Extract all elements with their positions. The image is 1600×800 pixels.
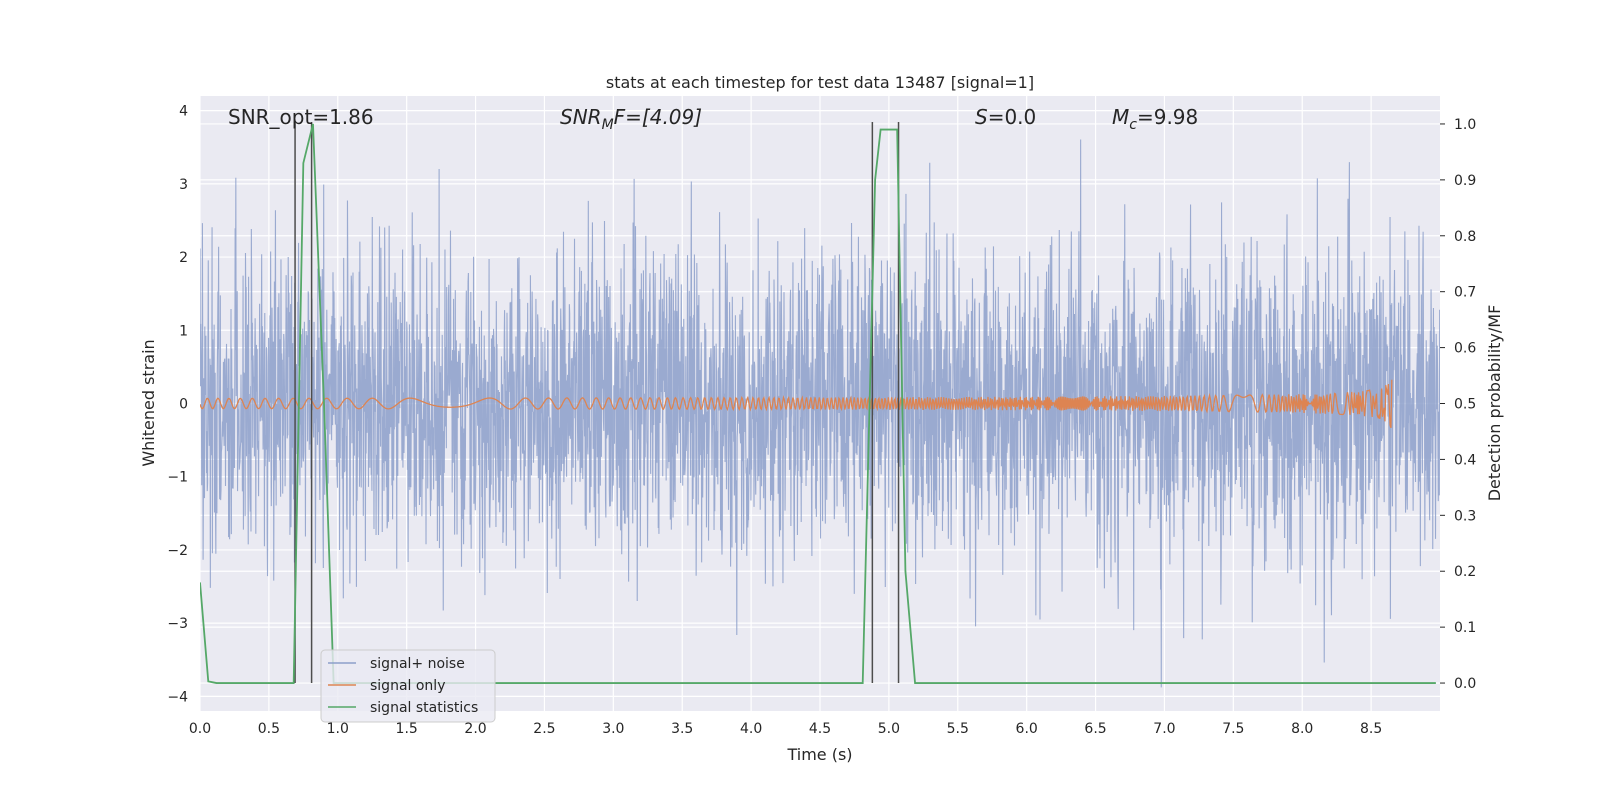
y-right-tick-label: 0.7 [1454,285,1476,301]
y-axis-right-label: Detection probability/MF [1485,305,1504,502]
y-left-tick-label: 1 [179,323,188,339]
x-tick-label: 8.0 [1291,721,1313,737]
x-tick-label: 6.5 [1084,721,1106,737]
x-tick-label: 0.5 [258,721,280,737]
legend-label-signal-only: signal only [370,678,445,694]
signal-only-line [200,379,1393,429]
y-left-tick-label: 2 [179,250,188,266]
annotation-snr-mf: SNRMF=[4.09] [560,105,702,133]
x-tick-label: 3.5 [671,721,693,737]
y-axis-left-label: Whitened strain [139,339,158,466]
annotation-snr-mf-sub: M [602,117,614,133]
x-tick-label: 4.5 [809,721,831,737]
annotation-s-main: S [975,105,988,129]
x-axis-label: Time (s) [786,745,852,764]
x-tick-label: 5.5 [947,721,969,737]
y-right-tick-label: 0.3 [1454,508,1476,524]
annotation-mc-sub: c [1129,117,1137,133]
x-tick-label: 2.5 [533,721,555,737]
x-tick-label: 7.0 [1153,721,1175,737]
y-left-tick-label: −4 [167,689,188,705]
x-axis-ticks: 0.0 0.5 1.0 1.5 2.0 2.5 3.0 3.5 4.0 4.5 5.0 5.5 6.0 6… [189,721,1382,737]
vertical-markers [294,121,900,684]
x-tick-label: 1.5 [396,721,418,737]
y-left-tick-label: −1 [167,470,188,486]
y-right-tick-label: 0.4 [1454,452,1476,468]
y-right-tick-label: 0.9 [1454,173,1476,189]
annotation-mc-main: M [1112,105,1129,129]
y-right-tick-label: 0.2 [1454,564,1476,580]
legend-box [320,649,496,723]
y-right-tick-label: 1.0 [1454,117,1476,133]
annotation-mc-rest: =9.98 [1137,105,1198,129]
y-right-tick-label: 0.5 [1454,397,1476,413]
x-tick-label: 7.5 [1222,721,1244,737]
y-right-tick-label: 0.8 [1454,229,1476,245]
x-tick-label: 0.0 [189,721,211,737]
x-tick-label: 2.0 [464,721,486,737]
annotation-snr-mf-main: SNR [560,105,602,129]
x-tick-label: 6.0 [1016,721,1038,737]
chart-title: stats at each timestep for test data 134… [606,73,1034,92]
legend-label-signal-statistics: signal statistics [370,700,478,716]
y-axis-right-ticks: 0.0 0.1 0.2 0.3 0.4 0.5 0.6 0.7 0.8 0.9 1.0 [1440,117,1476,692]
annotation-s-rest: =0.0 [988,105,1037,129]
x-tick-label: 5.0 [878,721,900,737]
x-tick-label: 1.0 [327,721,349,737]
legend-label-signal-noise: signal+ noise [370,656,465,672]
y-right-tick-label: 0.0 [1454,676,1476,692]
y-left-tick-label: 4 [179,104,188,120]
y-left-tick-label: −2 [167,543,188,559]
signal-noise-line [200,139,1440,688]
y-right-tick-label: 0.6 [1454,341,1476,357]
annotation-s: S=0.0 [975,105,1036,129]
signal-noise-series [200,139,1440,688]
y-left-tick-label: −3 [167,616,188,632]
y-left-tick-label: 0 [179,397,188,413]
x-tick-label: 4.0 [740,721,762,737]
annotation-snr-mf-rest: F=[4.09] [614,105,702,129]
y-axis-left-ticks: −4 −3 −2 −1 0 1 2 3 4 [167,104,188,706]
y-right-tick-label: 0.1 [1454,620,1476,636]
annotation-mc: Mc=9.98 [1112,105,1198,133]
annotation-snr-opt: SNR_opt=1.86 [228,105,374,129]
x-tick-label: 3.0 [602,721,624,737]
legend: signal+ noise signal only signal statist… [320,649,496,723]
signal-only-series [200,379,1393,429]
x-tick-label: 8.5 [1360,721,1382,737]
y-left-tick-label: 3 [179,177,188,193]
